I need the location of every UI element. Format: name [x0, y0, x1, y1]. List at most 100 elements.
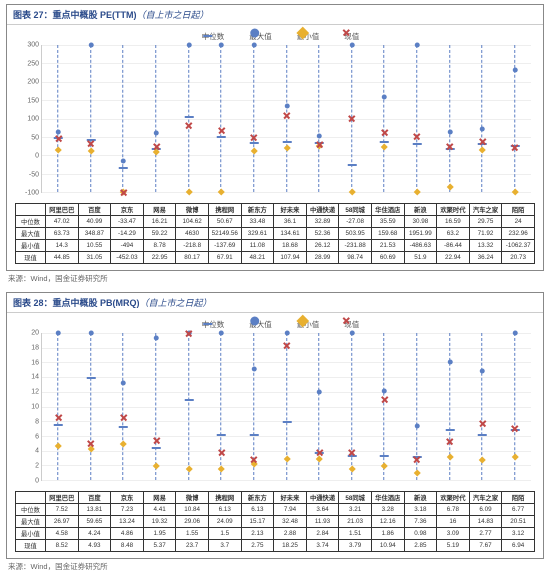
y-tick-label: 10: [15, 404, 39, 411]
series-line: [449, 333, 450, 480]
column-header: 好未来: [274, 204, 307, 216]
table-cell: 4.24: [78, 528, 111, 540]
data-point: [282, 141, 291, 143]
table-cell: -14.29: [111, 228, 144, 240]
table-cell: 51.9: [404, 252, 437, 264]
table-cell: 1.51: [339, 528, 372, 540]
chart-panel: 图表 27：重点中概股 PE(TTM)（自上市之日起）中位数最大值最小值现值-1…: [6, 4, 544, 271]
y-tick-label: 18: [15, 344, 39, 351]
series-line: [188, 333, 189, 480]
table-row: 阿里巴巴百度京东网易微博携程网新东方好未来中通快递58同城华住酒店新浪欢聚时代汽…: [16, 204, 535, 216]
table-cell: 32.89: [306, 216, 339, 228]
table-cell: 4630: [176, 228, 209, 240]
median-marker-icon: [203, 323, 212, 325]
y-tick-label: 20: [15, 330, 39, 337]
data-point: [218, 465, 225, 472]
data-point: [89, 441, 94, 446]
source-text: 来源：Wind，国金证券研究所: [8, 561, 550, 572]
table-cell: 104.62: [176, 216, 209, 228]
series-line: [286, 333, 287, 480]
table-cell: 14.83: [469, 516, 502, 528]
data-point: [512, 67, 517, 72]
table-cell: 22.94: [437, 252, 470, 264]
plot-area: [41, 333, 531, 481]
table-cell: 36.1: [274, 216, 307, 228]
table-cell: 26.97: [46, 516, 79, 528]
table-cell: 159.68: [371, 228, 404, 240]
data-point: [154, 335, 159, 340]
series-line: [449, 45, 450, 192]
data-point: [283, 455, 290, 462]
data-point: [54, 424, 63, 426]
data-point: [219, 43, 224, 48]
data-point: [252, 457, 257, 462]
data-table: 阿里巴巴百度京东网易微博携程网新东方好未来中通快递58同城华住酒店新浪欢聚时代汽…: [15, 491, 535, 552]
data-point: [317, 142, 322, 147]
data-point: [89, 43, 94, 48]
table-cell: 348.87: [78, 228, 111, 240]
column-header: 百度: [78, 492, 111, 504]
column-header: 汽车之家: [469, 204, 502, 216]
title-sub: （自上市之日起）: [137, 10, 209, 20]
data-point: [219, 128, 224, 133]
column-header: 陌陌: [502, 204, 535, 216]
table-cell: 21.53: [371, 240, 404, 252]
data-point: [512, 331, 517, 336]
table-cell: 7.67: [469, 540, 502, 552]
y-tick-label: 100: [15, 116, 39, 123]
column-header: 阿里巴巴: [46, 204, 79, 216]
table-cell: -33.47: [111, 216, 144, 228]
table-cell: 71.92: [469, 228, 502, 240]
data-point: [186, 331, 191, 336]
row-label: 最小值: [16, 240, 46, 252]
table-cell: 4.41: [143, 504, 176, 516]
table-cell: 20.73: [502, 252, 535, 264]
data-point: [349, 43, 354, 48]
table-cell: 3.12: [502, 528, 535, 540]
table-cell: 50.67: [208, 216, 241, 228]
series-line: [58, 45, 59, 192]
table-cell: 4.86: [111, 528, 144, 540]
data-point: [348, 465, 355, 472]
table-cell: 12.16: [371, 516, 404, 528]
series-line: [253, 45, 254, 192]
data-point: [382, 397, 387, 402]
table-cell: -452.03: [111, 252, 144, 264]
data-point: [251, 148, 258, 155]
series-line: [514, 333, 515, 480]
table-cell: 67.91: [208, 252, 241, 264]
data-point: [284, 343, 289, 348]
data-point: [284, 103, 289, 108]
table-cell: 3.64: [306, 504, 339, 516]
table-cell: 18.25: [274, 540, 307, 552]
data-point: [445, 429, 454, 431]
table-cell: 16: [437, 516, 470, 528]
data-point: [478, 434, 487, 436]
data-point: [480, 126, 485, 131]
table-cell: 2.13: [241, 528, 274, 540]
series-line: [155, 333, 156, 480]
table-cell: 18.68: [274, 240, 307, 252]
column-header: 好未来: [274, 492, 307, 504]
table-cell: 13.24: [111, 516, 144, 528]
data-point: [186, 123, 191, 128]
data-point: [55, 146, 62, 153]
table-cell: 4.93: [78, 540, 111, 552]
table-cell: 20.51: [502, 516, 535, 528]
title-prefix: 图表 28：: [13, 298, 53, 308]
column-header: 陌陌: [502, 492, 535, 504]
data-point: [446, 454, 453, 461]
column-header: 网易: [143, 204, 176, 216]
table-cell: 329.61: [241, 228, 274, 240]
row-label: 中位数: [16, 504, 46, 516]
table-cell: 6.09: [469, 504, 502, 516]
table-cell: -231.88: [339, 240, 372, 252]
table-cell: 3.18: [404, 504, 437, 516]
data-point: [152, 447, 161, 449]
data-point: [56, 136, 61, 141]
data-point: [414, 469, 421, 476]
data-point: [119, 426, 128, 428]
table-cell: 2.77: [469, 528, 502, 540]
series-line: [416, 333, 417, 480]
data-point: [415, 423, 420, 428]
